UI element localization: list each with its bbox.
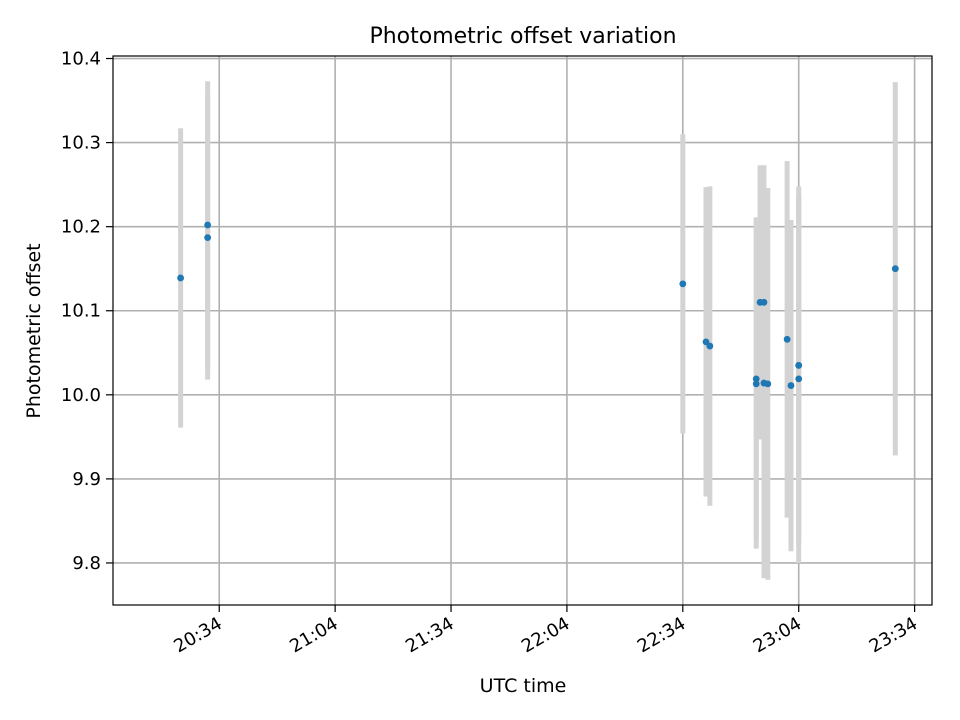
data-point: [752, 375, 760, 383]
y-tick-label: 9.9: [72, 469, 101, 490]
y-tick-label: 10.0: [61, 385, 101, 406]
data-point: [795, 361, 803, 369]
data-point: [760, 298, 768, 306]
y-axis-label: Photometric offset: [23, 243, 45, 418]
data-point: [752, 380, 760, 388]
data-point: [679, 280, 687, 288]
data-points: [177, 221, 899, 389]
y-axis-ticks: 9.8 9.9 10.0 10.1 10.2 10.3 10.4: [61, 49, 113, 574]
data-point: [204, 221, 212, 229]
y-tick-label: 9.8: [72, 553, 101, 574]
y-tick-label: 10.3: [61, 133, 101, 154]
x-axis-label: UTC time: [480, 675, 567, 697]
data-point: [204, 234, 212, 241]
data-point: [787, 382, 795, 389]
data-point: [891, 265, 899, 273]
data-point: [795, 375, 803, 383]
plot-frame: [112, 55, 933, 606]
y-tick-label: 10.1: [61, 301, 101, 322]
chart-title: Photometric offset variation: [369, 24, 676, 49]
data-point: [706, 342, 714, 350]
y-tick-label: 10.4: [61, 49, 101, 70]
data-point: [783, 335, 791, 343]
y-tick-label: 10.2: [61, 217, 101, 238]
data-point: [764, 380, 772, 388]
data-point: [177, 274, 185, 282]
